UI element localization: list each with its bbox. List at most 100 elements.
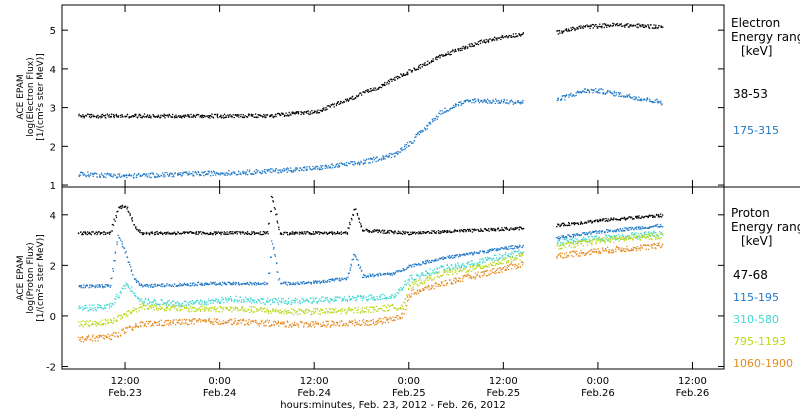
proton-point bbox=[320, 300, 322, 302]
proton-point bbox=[192, 303, 194, 305]
proton-point bbox=[382, 310, 384, 312]
proton-point bbox=[101, 319, 103, 321]
proton-point bbox=[292, 313, 295, 316]
proton-point bbox=[651, 226, 653, 228]
proton-point bbox=[567, 234, 569, 236]
proton-point bbox=[392, 272, 395, 274]
proton-point bbox=[127, 285, 129, 287]
electron-point bbox=[620, 95, 622, 98]
proton-point bbox=[501, 247, 503, 249]
electron-point bbox=[452, 106, 454, 109]
proton-point bbox=[132, 309, 134, 312]
proton-point bbox=[98, 231, 100, 233]
electron-point bbox=[183, 114, 185, 117]
proton-point bbox=[501, 227, 503, 229]
proton-point bbox=[190, 319, 192, 322]
electron-point bbox=[438, 54, 441, 56]
proton-point bbox=[165, 319, 167, 322]
proton-point bbox=[511, 251, 513, 253]
electron-point bbox=[567, 28, 570, 30]
proton-point bbox=[287, 301, 289, 303]
proton-point bbox=[230, 323, 233, 325]
electron-point bbox=[249, 169, 251, 171]
proton-point bbox=[149, 284, 151, 286]
electron-point bbox=[187, 174, 189, 176]
proton-point bbox=[510, 258, 512, 260]
proton-point bbox=[256, 302, 258, 304]
proton-point bbox=[606, 239, 608, 241]
proton-point bbox=[101, 232, 103, 234]
electron-point bbox=[286, 167, 289, 169]
proton-point bbox=[567, 224, 569, 227]
proton-point bbox=[175, 309, 178, 311]
proton-point bbox=[331, 311, 333, 313]
proton-point bbox=[229, 283, 231, 285]
proton-point bbox=[519, 259, 521, 261]
proton-point bbox=[423, 282, 425, 285]
proton-point bbox=[615, 234, 617, 237]
proton-point bbox=[164, 302, 166, 304]
proton-point bbox=[81, 232, 84, 235]
proton-point bbox=[379, 272, 381, 275]
proton-point bbox=[657, 216, 660, 218]
proton-point bbox=[299, 231, 302, 234]
proton-point bbox=[292, 231, 294, 233]
proton-point bbox=[98, 307, 100, 309]
proton-point bbox=[396, 309, 399, 311]
proton-point bbox=[383, 272, 385, 275]
proton-point bbox=[161, 285, 163, 288]
proton-point bbox=[479, 230, 481, 232]
proton-point bbox=[219, 283, 221, 285]
proton-point bbox=[317, 280, 319, 283]
proton-point bbox=[361, 276, 364, 279]
proton-point bbox=[104, 318, 106, 321]
electron-point bbox=[100, 117, 102, 119]
electron-point bbox=[278, 169, 281, 171]
proton-point bbox=[440, 258, 442, 260]
electron-point bbox=[485, 100, 487, 102]
electron-point bbox=[478, 102, 481, 104]
electron-point bbox=[211, 116, 213, 118]
proton-point bbox=[172, 285, 175, 288]
proton-point bbox=[516, 257, 519, 259]
proton-point bbox=[87, 232, 90, 235]
proton-point bbox=[436, 268, 439, 270]
electron-point bbox=[337, 101, 339, 103]
proton-point bbox=[197, 309, 199, 311]
proton-point bbox=[136, 325, 138, 327]
proton-point bbox=[357, 294, 359, 297]
electron-point bbox=[207, 116, 209, 119]
proton-point bbox=[92, 334, 94, 336]
proton-point bbox=[92, 231, 94, 233]
proton-point bbox=[419, 232, 421, 234]
electron-point bbox=[85, 114, 87, 117]
proton-point bbox=[409, 275, 411, 277]
electron-point bbox=[83, 117, 85, 119]
proton-point bbox=[407, 231, 409, 233]
proton-point bbox=[488, 228, 490, 230]
proton-point bbox=[123, 331, 125, 333]
proton-point bbox=[567, 240, 570, 243]
proton-point bbox=[610, 217, 612, 219]
proton-point bbox=[111, 321, 113, 323]
proton-point bbox=[131, 217, 133, 219]
proton-point bbox=[346, 232, 349, 234]
electron-point bbox=[426, 128, 428, 130]
proton-point bbox=[207, 320, 210, 322]
proton-point bbox=[155, 322, 157, 324]
proton-point bbox=[210, 231, 212, 234]
proton-point bbox=[484, 266, 486, 268]
proton-point bbox=[205, 308, 207, 310]
electron-point bbox=[92, 114, 94, 116]
proton-point bbox=[282, 233, 284, 236]
proton-point bbox=[435, 231, 438, 233]
electron-point bbox=[156, 176, 159, 178]
electron-point bbox=[580, 27, 582, 29]
electron-point bbox=[288, 170, 290, 172]
electron-point bbox=[600, 88, 602, 90]
proton-point bbox=[91, 231, 93, 233]
electron-point bbox=[625, 96, 627, 98]
proton-point bbox=[292, 299, 294, 301]
electron-point bbox=[470, 43, 472, 45]
electron-point bbox=[573, 27, 575, 29]
